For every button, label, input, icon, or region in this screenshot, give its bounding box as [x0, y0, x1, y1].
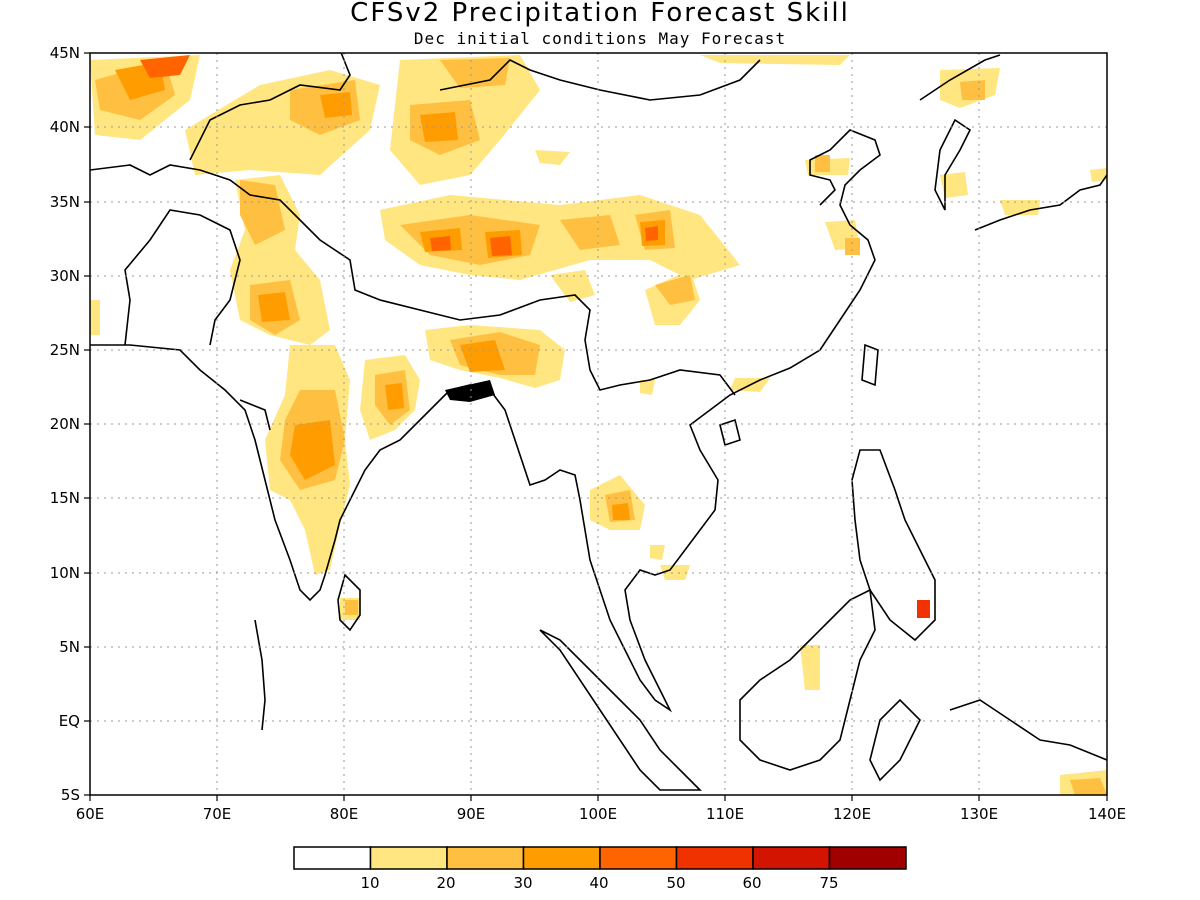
lat-label: 20N	[50, 415, 80, 433]
colorbar-swatch	[522, 846, 601, 870]
skill-shading-40-50	[140, 55, 658, 256]
colorbar-swatch	[293, 846, 372, 870]
coastlines	[90, 53, 1107, 791]
colorbar-swatch	[828, 846, 907, 870]
lat-label: 5S	[61, 786, 80, 804]
lat-label: EQ	[59, 712, 80, 730]
lat-label: 10N	[50, 564, 80, 582]
lat-label: 35N	[50, 193, 80, 211]
lat-label: 15N	[50, 489, 80, 507]
colorbar-label: 50	[666, 874, 685, 892]
colorbar	[293, 846, 907, 870]
colorbar-swatch	[675, 846, 754, 870]
colorbar-label: 30	[513, 874, 532, 892]
colorbar-swatch	[752, 846, 831, 870]
colorbar-label: 10	[360, 874, 379, 892]
lat-label: 5N	[59, 638, 80, 656]
lat-label: 45N	[50, 44, 80, 62]
axis-ticks	[84, 52, 1108, 801]
skill-shading-30-40	[115, 62, 665, 520]
colorbar-label: 20	[436, 874, 455, 892]
lon-label: 140E	[1088, 805, 1126, 823]
lon-label: 70E	[203, 805, 232, 823]
grid-lines	[90, 53, 1107, 795]
lat-label: 30N	[50, 267, 80, 285]
colorbar-swatch	[599, 846, 678, 870]
lon-label: 120E	[833, 805, 871, 823]
lon-label: 130E	[960, 805, 998, 823]
colorbar-label: 75	[819, 874, 838, 892]
colorbar-label: 60	[742, 874, 761, 892]
colorbar-swatch	[369, 846, 448, 870]
map-title: CFSv2 Precipitation Forecast Skill	[350, 0, 850, 28]
colorbar-label: 40	[589, 874, 608, 892]
lat-label: 25N	[50, 341, 80, 359]
skill-shading-50-60	[917, 600, 930, 618]
lon-label: 100E	[579, 805, 617, 823]
lon-label: 80E	[330, 805, 359, 823]
lon-label: 110E	[706, 805, 744, 823]
lat-label: 40N	[50, 118, 80, 136]
map-subtitle: Dec initial conditions May Forecast	[413, 29, 787, 48]
delta-region	[445, 380, 495, 402]
lon-label: 60E	[76, 805, 105, 823]
colorbar-swatch	[446, 846, 525, 870]
lon-label: 90E	[457, 805, 486, 823]
